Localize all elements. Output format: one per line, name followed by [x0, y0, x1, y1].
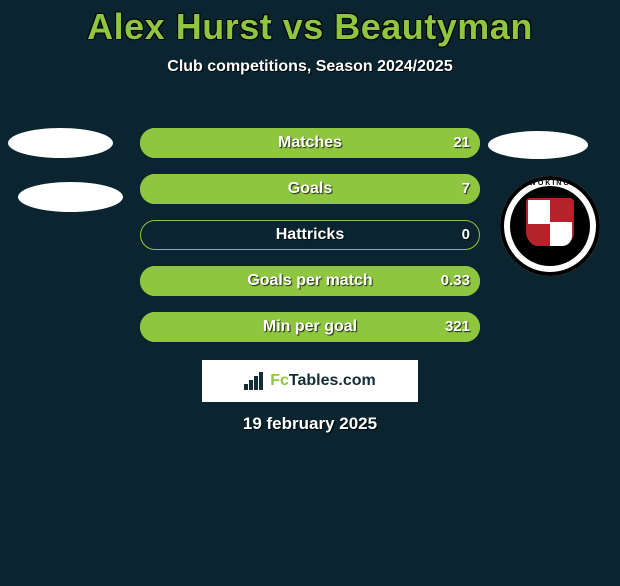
stat-bar: Goals7: [140, 174, 480, 204]
club-crest: WOKING: [500, 176, 600, 276]
stat-bar: Goals per match0.33: [140, 266, 480, 296]
crest-shield: [526, 198, 574, 252]
brand-barchart-icon: [244, 372, 266, 390]
brand-link[interactable]: FcTables.com: [202, 360, 418, 402]
stat-bar: Hattricks0: [140, 220, 480, 250]
page-title: Alex Hurst vs Beautyman: [0, 6, 620, 48]
stat-value: 7: [462, 174, 470, 204]
stat-label: Min per goal: [140, 312, 480, 342]
date-label: 19 february 2025: [0, 414, 620, 434]
placeholder-ellipse-left: [8, 128, 113, 158]
stat-bar: Min per goal321: [140, 312, 480, 342]
stat-bar: Matches21: [140, 128, 480, 158]
stat-row: Goals per match0.33: [0, 266, 620, 312]
stat-value: 0.33: [441, 266, 470, 296]
subtitle: Club competitions, Season 2024/2025: [0, 58, 620, 76]
placeholder-ellipse-left: [18, 182, 123, 212]
stat-label: Matches: [140, 128, 480, 158]
stat-row: Min per goal321: [0, 312, 620, 358]
stat-label: Goals: [140, 174, 480, 204]
stat-value: 0: [462, 220, 470, 250]
stat-value: 321: [445, 312, 470, 342]
stat-label: Goals per match: [140, 266, 480, 296]
stat-label: Hattricks: [140, 220, 480, 250]
stat-value: 21: [453, 128, 470, 158]
brand-text: FcTables.com: [270, 372, 376, 390]
placeholder-ellipse-right: [488, 131, 588, 159]
